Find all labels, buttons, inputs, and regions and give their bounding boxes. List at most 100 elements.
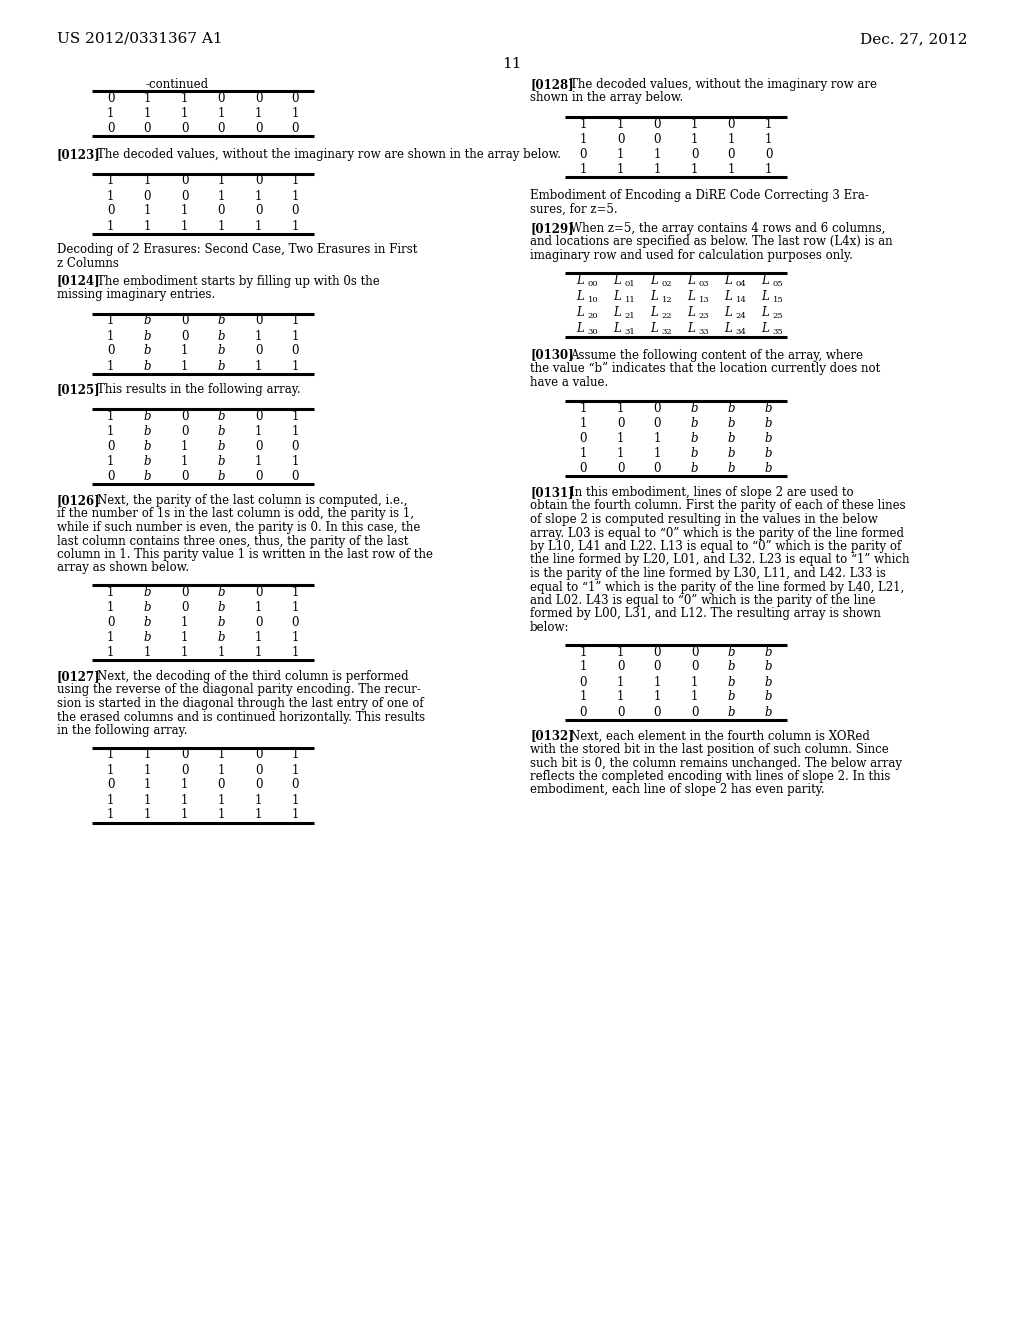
Text: 1: 1: [106, 107, 115, 120]
Text: 0: 0: [616, 705, 625, 718]
Text: 1: 1: [218, 174, 225, 187]
Text: embodiment, each line of slope 2 has even parity.: embodiment, each line of slope 2 has eve…: [530, 784, 824, 796]
Text: 1: 1: [181, 631, 188, 644]
Text: 0: 0: [181, 586, 188, 599]
Text: 0: 0: [181, 601, 188, 614]
Text: 1: 1: [143, 205, 152, 218]
Text: L: L: [650, 322, 658, 335]
Text: L: L: [762, 322, 769, 335]
Text: the line formed by L20, L01, and L32. L23 is equal to “1” which: the line formed by L20, L01, and L32. L2…: [530, 553, 909, 566]
Text: 0: 0: [292, 121, 299, 135]
Text: b: b: [143, 314, 152, 327]
Text: using the reverse of the diagonal parity encoding. The recur-: using the reverse of the diagonal parity…: [57, 684, 421, 697]
Text: have a value.: have a value.: [530, 375, 608, 388]
Text: of slope 2 is computed resulting in the values in the below: of slope 2 is computed resulting in the …: [530, 513, 878, 525]
Text: 1: 1: [691, 690, 698, 704]
Text: b: b: [765, 417, 772, 430]
Text: sion is started in the diagonal through the last entry of one of: sion is started in the diagonal through …: [57, 697, 424, 710]
Text: 0: 0: [292, 345, 299, 358]
Text: 0: 0: [218, 121, 225, 135]
Text: L: L: [688, 322, 695, 335]
Text: L: L: [613, 275, 622, 286]
Text: b: b: [218, 411, 225, 422]
Text: 24: 24: [735, 312, 746, 319]
Text: 0: 0: [728, 117, 735, 131]
Text: array as shown below.: array as shown below.: [57, 561, 189, 574]
Text: L: L: [725, 290, 732, 304]
Text: 1: 1: [106, 359, 115, 372]
Text: 1: 1: [106, 455, 115, 469]
Text: 0: 0: [292, 616, 299, 630]
Text: formed by L00, L31, and L12. The resulting array is shown: formed by L00, L31, and L12. The resulti…: [530, 607, 881, 620]
Text: [0126]: [0126]: [57, 494, 100, 507]
Text: L: L: [650, 306, 658, 319]
Text: b: b: [143, 586, 152, 599]
Text: 0: 0: [181, 425, 188, 438]
Text: [0131]: [0131]: [530, 486, 573, 499]
Text: 1: 1: [181, 793, 188, 807]
Text: 0: 0: [106, 616, 115, 630]
Text: 1: 1: [143, 174, 152, 187]
Text: b: b: [728, 690, 735, 704]
Text: b: b: [765, 447, 772, 459]
Text: 1: 1: [106, 314, 115, 327]
Text: 1: 1: [292, 631, 299, 644]
Text: b: b: [143, 631, 152, 644]
Text: 1: 1: [292, 601, 299, 614]
Text: obtain the fourth column. First the parity of each of these lines: obtain the fourth column. First the pari…: [530, 499, 905, 512]
Text: missing imaginary entries.: missing imaginary entries.: [57, 288, 215, 301]
Text: 0: 0: [292, 440, 299, 453]
Text: L: L: [613, 306, 622, 319]
Text: 0: 0: [218, 779, 225, 792]
Text: 1: 1: [691, 117, 698, 131]
Text: b: b: [218, 586, 225, 599]
Text: 0: 0: [181, 748, 188, 762]
Text: b: b: [218, 314, 225, 327]
Text: 1: 1: [181, 440, 188, 453]
Text: by L10, L41 and L22. L13 is equal to “0” which is the parity of: by L10, L41 and L22. L13 is equal to “0”…: [530, 540, 901, 553]
Text: 1: 1: [255, 107, 262, 120]
Text: L: L: [725, 322, 732, 335]
Text: [0129]: [0129]: [530, 222, 573, 235]
Text: below:: below:: [530, 620, 569, 634]
Text: 1: 1: [616, 690, 625, 704]
Text: 1: 1: [580, 117, 587, 131]
Text: array. L03 is equal to “0” which is the parity of the line formed: array. L03 is equal to “0” which is the …: [530, 527, 904, 540]
Text: 1: 1: [106, 631, 115, 644]
Text: 0: 0: [106, 440, 115, 453]
Text: 0: 0: [106, 205, 115, 218]
Text: 0: 0: [653, 417, 662, 430]
Text: 10: 10: [588, 296, 598, 304]
Text: 0: 0: [106, 121, 115, 135]
Text: [0125]: [0125]: [57, 384, 100, 396]
Text: 1: 1: [292, 219, 299, 232]
Text: 1: 1: [143, 763, 152, 776]
Text: 1: 1: [653, 690, 662, 704]
Text: 1: 1: [292, 645, 299, 659]
Text: sures, for z=5.: sures, for z=5.: [530, 202, 617, 215]
Text: 1: 1: [181, 219, 188, 232]
Text: 0: 0: [616, 660, 625, 673]
Text: 1: 1: [181, 359, 188, 372]
Text: 1: 1: [292, 455, 299, 469]
Text: b: b: [691, 462, 698, 475]
Text: b: b: [143, 440, 152, 453]
Text: 1: 1: [580, 133, 587, 147]
Text: 0: 0: [653, 403, 662, 414]
Text: 1: 1: [292, 411, 299, 422]
Text: 1: 1: [106, 330, 115, 342]
Text: 1: 1: [143, 793, 152, 807]
Text: b: b: [728, 660, 735, 673]
Text: b: b: [218, 425, 225, 438]
Text: b: b: [218, 359, 225, 372]
Text: b: b: [728, 462, 735, 475]
Text: 00: 00: [588, 280, 598, 288]
Text: L: L: [577, 275, 585, 286]
Text: 1: 1: [616, 447, 625, 459]
Text: 1: 1: [580, 417, 587, 430]
Text: Decoding of 2 Erasures: Second Case, Two Erasures in First: Decoding of 2 Erasures: Second Case, Two…: [57, 243, 418, 256]
Text: b: b: [218, 330, 225, 342]
Text: and L02. L43 is equal to “0” which is the parity of the line: and L02. L43 is equal to “0” which is th…: [530, 594, 876, 607]
Text: 1: 1: [255, 645, 262, 659]
Text: 0: 0: [255, 205, 262, 218]
